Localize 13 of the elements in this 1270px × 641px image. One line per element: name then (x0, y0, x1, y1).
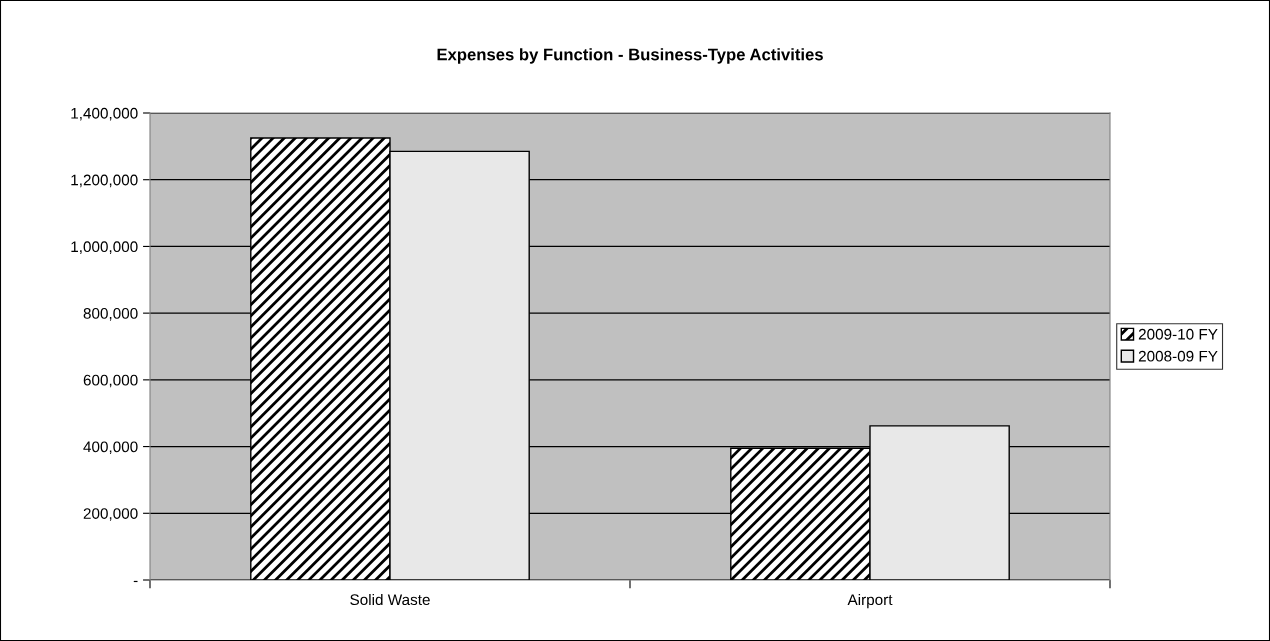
y-tick-label: 1,200,000 (71, 174, 138, 188)
y-tick-label: 400,000 (83, 441, 138, 455)
y-tick-label: 800,000 (83, 308, 138, 321)
legend-label: 2008-09 FY (1138, 350, 1218, 362)
y-tick-label: 200,000 (83, 508, 138, 521)
y-tick-label: 1,400,000 (71, 107, 138, 121)
legend-label: 2009-10 FY (1138, 328, 1218, 340)
chart-title: Expenses by Function - Business-Type Activities (437, 48, 823, 64)
y-tick-label: 1,000,000 (71, 241, 138, 254)
x-tick-label: Solid Waste (350, 593, 430, 606)
x-tick-label: Airport (847, 593, 893, 609)
y-tick-label: - (133, 580, 138, 583)
y-tick-label: 600,000 (83, 374, 138, 388)
